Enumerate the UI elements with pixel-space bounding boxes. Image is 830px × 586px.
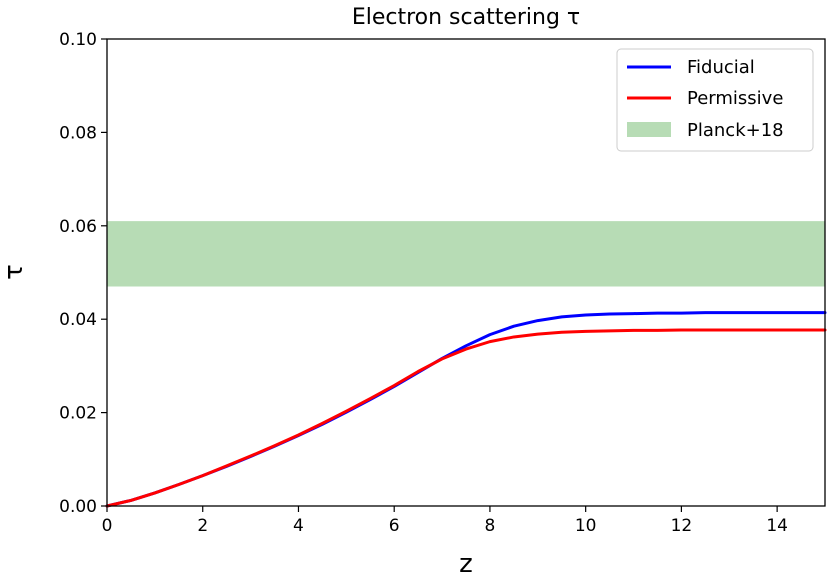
y-tick-label: 0.00 xyxy=(59,497,97,517)
x-tick-label: 10 xyxy=(575,516,597,536)
chart-title: Electron scattering τ xyxy=(352,5,580,30)
y-axis-title: τ xyxy=(0,264,29,280)
x-tick-label: 4 xyxy=(293,516,304,536)
series-line-fiducial xyxy=(105,311,827,508)
legend-permissive-label: Permissive xyxy=(687,88,783,109)
x-tick-label: 0 xyxy=(102,516,113,536)
series-layer xyxy=(105,311,827,508)
y-tick-label: 0.08 xyxy=(59,123,97,143)
y-tick-label: 0.02 xyxy=(59,404,97,424)
x-axis-title: z xyxy=(459,549,473,579)
y-axis-ticks: 0.00 0.02 0.04 0.06 0.08 0.10 xyxy=(59,30,107,517)
legend-planck-swatch xyxy=(627,122,671,137)
x-tick-label: 14 xyxy=(766,516,788,536)
planck-band xyxy=(107,221,825,287)
y-tick-label: 0.04 xyxy=(59,310,97,330)
y-tick-label: 0.10 xyxy=(59,30,97,50)
x-tick-label: 2 xyxy=(197,516,208,536)
x-axis-ticks: 0 2 4 6 8 10 12 14 xyxy=(102,506,788,536)
x-tick-label: 8 xyxy=(485,516,496,536)
legend-planck-label: Planck+18 xyxy=(687,120,784,141)
plot-frame xyxy=(106,38,826,507)
planck-band-layer xyxy=(107,221,825,287)
legend: Fiducial Permissive Planck+18 xyxy=(616,48,814,152)
series-line-permissive xyxy=(105,328,827,508)
x-tick-label: 12 xyxy=(671,516,693,536)
legend-fiducial-label: Fiducial xyxy=(687,57,755,78)
x-tick-label: 6 xyxy=(389,516,400,536)
y-tick-label: 0.06 xyxy=(59,217,97,237)
